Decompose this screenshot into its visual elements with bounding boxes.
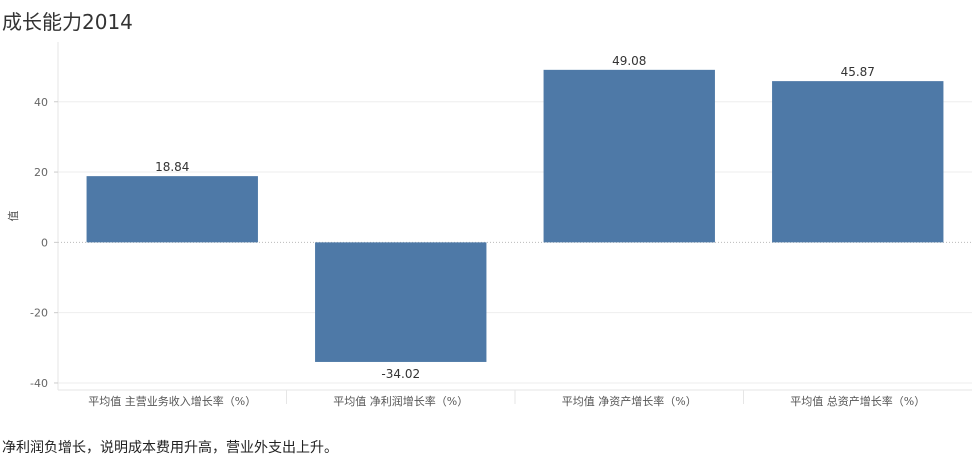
chart-title: 成长能力2014 [2,10,133,34]
y-tick-label: -40 [30,377,48,390]
data-label: -34.02 [381,367,420,381]
bar[interactable] [772,81,944,243]
y-axis: -40 -20 0 20 40 [30,42,59,390]
bar[interactable] [86,176,258,243]
y-tick-label: -20 [30,307,48,320]
x-tick-label: 平均值 净资产增长率（%） [562,394,697,408]
x-tick-label: 平均值 主营业务收入增长率（%） [88,394,256,408]
bars: 18.84 -34.02 49.08 45.87 [86,54,944,381]
y-tick-label: 0 [41,236,48,249]
data-label: 49.08 [612,54,646,68]
data-label: 45.87 [841,65,875,79]
x-tick-label: 平均值 总资产增长率（%） [790,394,925,408]
bar-chart: -40 -20 0 20 40 值 18.84 -34.02 49.08 45.87 平均值 … [7,42,972,408]
bar[interactable] [315,242,487,362]
bar[interactable] [543,69,715,243]
y-axis-title: 值 [7,211,20,222]
x-tick-label: 平均值 净利润增长率（%） [333,394,468,408]
y-tick-label: 20 [34,166,48,179]
y-tick-label: 40 [34,96,48,109]
data-label: 18.84 [155,160,189,174]
x-axis: 平均值 主营业务收入增长率（%） 平均值 净利润增长率（%） 平均值 净资产增长率（… [58,389,972,408]
analysis-note: 净利润负增长，说明成本费用升高，营业外支出上升。 [2,440,338,456]
